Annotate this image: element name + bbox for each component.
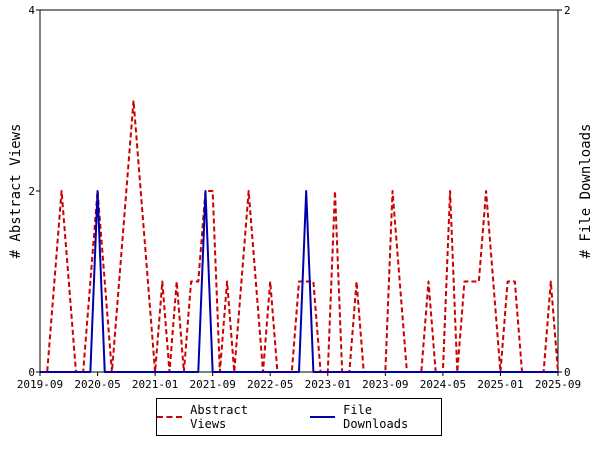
x-tick-label: 2020-05 bbox=[74, 378, 120, 391]
x-tick-label: 2019-09 bbox=[17, 378, 63, 391]
y-right-tick-label: 2 bbox=[564, 4, 571, 17]
legend: Abstract Views File Downloads bbox=[156, 398, 442, 436]
x-tick-label: 2023-09 bbox=[362, 378, 408, 391]
y-left-tick-label: 0 bbox=[28, 366, 35, 379]
y-axis-right: 02 bbox=[558, 4, 571, 379]
x-axis: 2019-09 2020-05 2021-01 2021-09 2022-05 2023-… bbox=[17, 372, 581, 391]
series-line-abstract-views bbox=[40, 99, 559, 373]
x-tick-label: 2022-05 bbox=[247, 378, 293, 391]
legend-item-file-downloads: File Downloads bbox=[310, 403, 441, 431]
y-axis-right-title: # File Downloads bbox=[578, 124, 594, 259]
x-tick-label: 2023-01 bbox=[305, 378, 351, 391]
legend-label-abstract-views: Abstract Views bbox=[190, 403, 248, 431]
y-axis-left-title: # Abstract Views bbox=[8, 124, 24, 259]
series-line-file-downloads bbox=[40, 190, 558, 373]
series-layer bbox=[40, 99, 559, 373]
legend-swatch-file-downloads bbox=[310, 416, 336, 418]
legend-swatch-abstract-views bbox=[157, 416, 183, 418]
legend-item-abstract-views: Abstract Views bbox=[157, 403, 288, 431]
y-left-tick-label: 2 bbox=[28, 185, 35, 198]
x-tick-label: 2021-01 bbox=[132, 378, 178, 391]
legend-label-file-downloads: File Downloads bbox=[343, 403, 409, 431]
x-tick-label: 2025-09 bbox=[535, 378, 581, 391]
y-axis-left: 0 2 4 bbox=[28, 4, 40, 379]
plot-area bbox=[39, 9, 559, 373]
x-tick-label: 2024-05 bbox=[420, 378, 466, 391]
y-left-tick-label: 4 bbox=[28, 4, 35, 17]
x-tick-label: 2021-09 bbox=[189, 378, 235, 391]
x-tick-label: 2025-01 bbox=[477, 378, 523, 391]
y-right-tick-label: 0 bbox=[564, 366, 571, 379]
